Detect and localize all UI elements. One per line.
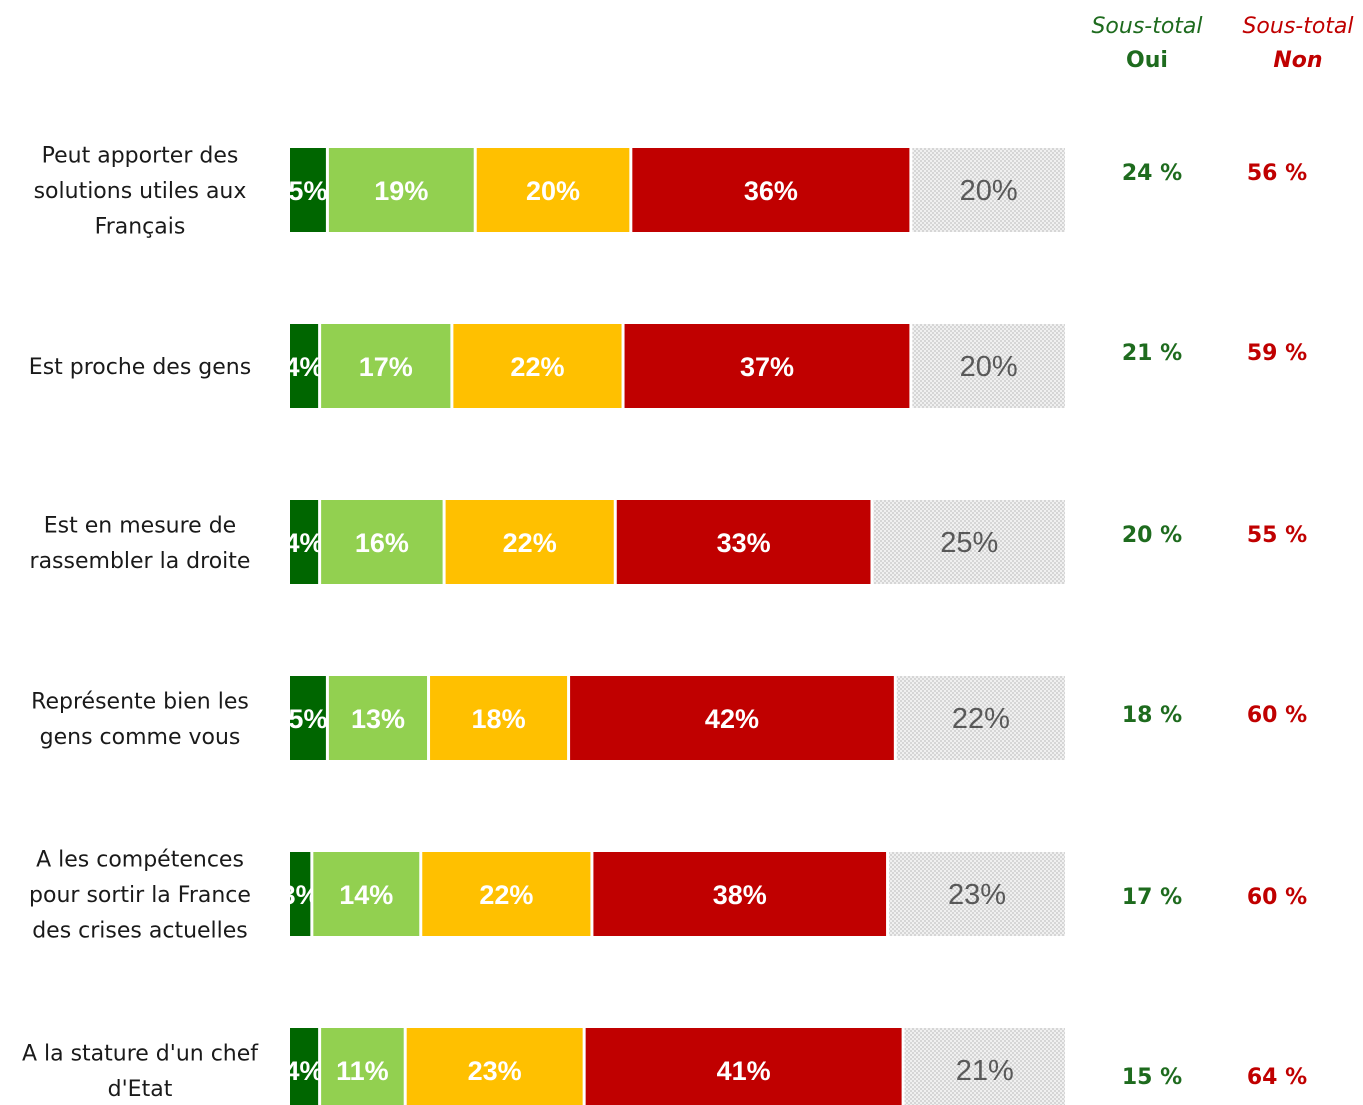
subtotal-non-value: 59 % xyxy=(1247,341,1307,366)
subtotal-oui-value: 24 % xyxy=(1122,161,1182,186)
data-label: 13% xyxy=(351,704,405,734)
category-label: Est proche des gens xyxy=(29,355,251,380)
data-label: 25% xyxy=(940,527,998,559)
bar-segment xyxy=(624,324,910,408)
bar-segment xyxy=(290,1028,319,1105)
data-label: 17% xyxy=(359,352,413,382)
category-label-line: A la stature d'un chef xyxy=(22,1041,259,1066)
category-label-line: pour sortir la France xyxy=(29,883,251,908)
subtotal-oui-value: 15 % xyxy=(1122,1065,1182,1090)
bar-segment xyxy=(290,500,319,584)
bar-segment xyxy=(328,148,474,232)
bar-segment xyxy=(476,148,630,232)
bar-segment xyxy=(585,1028,902,1105)
bar-segment xyxy=(328,676,428,760)
bar-segment xyxy=(290,852,311,936)
category-label-line: solutions utiles aux xyxy=(34,179,247,204)
bar-segment xyxy=(445,500,614,584)
subtotal-non-value: 55 % xyxy=(1247,523,1307,548)
category-label-line: Est en mesure de xyxy=(44,513,236,538)
data-label: 20% xyxy=(960,175,1018,207)
data-label: 4% xyxy=(285,528,324,558)
data-label: 21% xyxy=(956,1055,1014,1087)
subtotal-oui-header-line2: Oui xyxy=(1126,48,1168,73)
data-label: 11% xyxy=(336,1056,389,1086)
data-label: 18% xyxy=(472,704,526,734)
category-label-line: des crises actuelles xyxy=(32,919,248,944)
data-label: 14% xyxy=(339,880,393,910)
bar-segment xyxy=(632,148,910,232)
data-label: 22% xyxy=(479,880,533,910)
bar-segment xyxy=(889,852,1065,936)
data-label: 16% xyxy=(355,528,409,558)
subtotal-non-header-line1: Sous-total xyxy=(1242,14,1354,39)
bar-segment xyxy=(873,500,1065,584)
category-label-line: Représente bien les xyxy=(31,689,249,714)
subtotal-oui-header-line1: Sous-total xyxy=(1091,14,1203,39)
bar-segment xyxy=(912,148,1065,232)
category-label: Peut apporter des solutions utiles aux Fra… xyxy=(34,144,247,240)
bar-segment xyxy=(430,676,568,760)
data-label: 22% xyxy=(510,352,564,382)
bar-segment xyxy=(321,500,443,584)
bar-segment xyxy=(321,1028,404,1105)
subtotal-non-header: Sous-total Non xyxy=(1223,10,1363,78)
bar-segment xyxy=(422,852,591,936)
data-label: 42% xyxy=(705,704,759,734)
data-label: 22% xyxy=(503,528,557,558)
category-label: A les compétences pour sortir la France de… xyxy=(29,848,251,944)
category-label-line: gens comme vous xyxy=(40,725,241,750)
data-label: 20% xyxy=(960,351,1018,383)
data-label: 36% xyxy=(744,176,798,206)
data-label: 3% xyxy=(281,880,320,910)
data-label: 20% xyxy=(526,176,580,206)
subtotal-non-value: 60 % xyxy=(1247,885,1307,910)
data-label: 22% xyxy=(952,703,1010,735)
category-label-line: A les compétences xyxy=(36,848,244,873)
category-label: A la stature d'un chef d'Etat xyxy=(22,1041,259,1102)
subtotal-oui-header: Sous-total Oui xyxy=(1072,10,1222,78)
subtotal-oui-value: 20 % xyxy=(1122,523,1182,548)
data-label: 23% xyxy=(948,879,1006,911)
bar-segment xyxy=(321,324,451,408)
category-label-line: Est proche des gens xyxy=(29,355,251,380)
category-label-line: d'Etat xyxy=(108,1077,173,1102)
bar-segment xyxy=(616,500,871,584)
data-label: 41% xyxy=(717,1056,771,1086)
subtotal-oui-value: 17 % xyxy=(1122,885,1182,910)
subtotal-oui-value: 21 % xyxy=(1122,341,1182,366)
category-label: Représente bien les gens comme vous xyxy=(31,689,249,750)
subtotal-non-header-line2: Non xyxy=(1273,48,1323,73)
bar-segment xyxy=(453,324,622,408)
bar-segment xyxy=(904,1028,1065,1105)
data-label: 33% xyxy=(717,528,771,558)
category-label: Est en mesure de rassembler la droite xyxy=(30,513,251,574)
bar-segment xyxy=(290,324,319,408)
bar-segment xyxy=(593,852,887,936)
category-label-line: rassembler la droite xyxy=(30,549,251,574)
category-label-line: Peut apporter des xyxy=(42,144,239,169)
data-label: 5% xyxy=(288,176,327,206)
data-label: 38% xyxy=(713,880,767,910)
bar-segment xyxy=(896,676,1065,760)
subtotal-non-value: 56 % xyxy=(1247,161,1307,186)
subtotal-non-value: 60 % xyxy=(1247,703,1307,728)
category-label-line: Français xyxy=(95,215,186,240)
data-label: 23% xyxy=(468,1056,522,1086)
bar-segment xyxy=(406,1028,583,1105)
data-label: 37% xyxy=(740,352,794,382)
data-label: 5% xyxy=(288,704,327,734)
subtotal-oui-value: 18 % xyxy=(1122,703,1182,728)
data-label: 19% xyxy=(374,176,428,206)
bar-segment xyxy=(570,676,894,760)
data-label: 4% xyxy=(285,1056,324,1086)
bar-segment xyxy=(313,852,420,936)
bar-segment xyxy=(290,676,326,760)
bar-segment xyxy=(912,324,1065,408)
subtotal-non-value: 64 % xyxy=(1247,1065,1307,1090)
bar-segment xyxy=(290,148,326,232)
data-label: 4% xyxy=(285,352,324,382)
